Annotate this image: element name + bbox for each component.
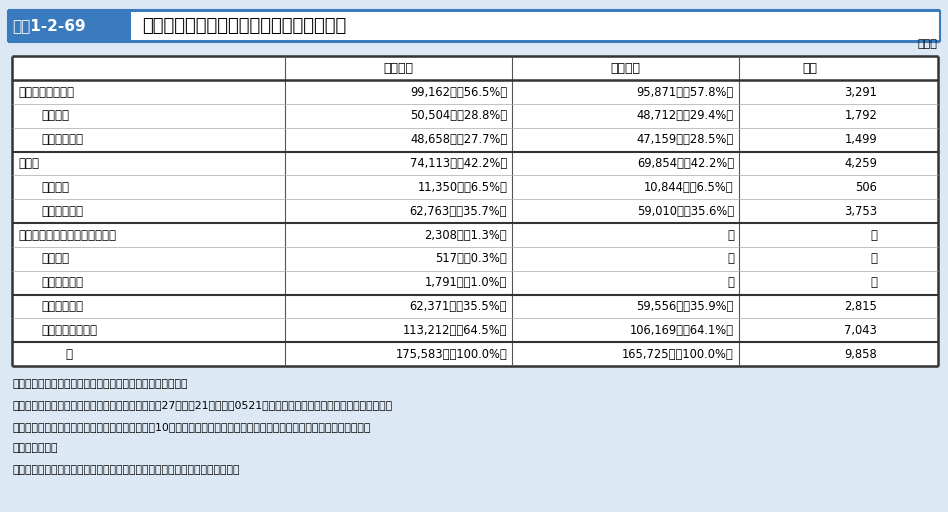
Text: 常勤職員以外: 常勤職員以外	[42, 276, 83, 289]
Text: 59,010　（35.6%）: 59,010 （35.6%）	[637, 205, 734, 218]
Text: 106,169　（64.1%）: 106,169 （64.1%）	[629, 324, 734, 337]
Text: 48,712　（29.4%）: 48,712 （29.4%）	[637, 110, 734, 122]
Text: 常勤職員: 常勤職員	[42, 252, 70, 265]
Text: 50,504　（28.8%）: 50,504 （28.8%）	[410, 110, 507, 122]
Text: 4,259: 4,259	[845, 157, 877, 170]
Text: 3,753: 3,753	[844, 205, 877, 218]
Text: 62,371　（35.5%）: 62,371 （35.5%）	[410, 300, 507, 313]
Text: （人）: （人）	[918, 38, 938, 49]
Text: 令和３年: 令和３年	[384, 62, 413, 75]
Text: 1,792: 1,792	[845, 110, 877, 122]
Text: 図表1-2-69: 図表1-2-69	[12, 18, 86, 34]
Text: 常勤職員　計: 常勤職員 計	[42, 300, 83, 313]
Text: 74,113　（42.2%）: 74,113 （42.2%）	[410, 157, 507, 170]
Text: －: －	[870, 252, 877, 265]
Text: －: －	[727, 252, 734, 265]
Text: 506: 506	[855, 181, 877, 194]
Text: －: －	[727, 276, 734, 289]
Text: 3,291: 3,291	[845, 86, 877, 99]
Text: 令和２年: 令和２年	[611, 62, 640, 75]
Text: 7,043: 7,043	[845, 324, 877, 337]
Text: 「放課後児童健全育成事業実施要綱」の別添10「放課後児童クラブ育成支援体制強化事業」を活用して雇用している: 「放課後児童健全育成事業実施要綱」の別添10「放課後児童クラブ育成支援体制強化事…	[12, 422, 371, 432]
Text: 常勤職員以外: 常勤職員以外	[42, 133, 83, 146]
Text: －: －	[870, 276, 877, 289]
Text: 99,162　（56.5%）: 99,162 （56.5%）	[410, 86, 507, 99]
Text: 常勤職員以外　計: 常勤職員以外 計	[42, 324, 98, 337]
Text: 175,583　（100.0%）: 175,583 （100.0%）	[395, 348, 507, 360]
Text: 1,791　（1.0%）: 1,791 （1.0%）	[425, 276, 507, 289]
Text: 9,858: 9,858	[845, 348, 877, 360]
Text: 517　（0.3%）: 517 （0.3%）	[435, 252, 507, 265]
Text: 者をいう。: 者をいう。	[12, 443, 58, 454]
Text: 放課後児童支援員: 放課後児童支援員	[18, 86, 74, 99]
Text: 計: 計	[65, 348, 72, 360]
Text: 11,350　（6.5%）: 11,350 （6.5%）	[417, 181, 507, 194]
Text: 165,725　（100.0%）: 165,725 （100.0%）	[622, 348, 734, 360]
Text: 育成支援の周辺業務を行う職員: 育成支援の周辺業務を行う職員	[18, 228, 116, 242]
Text: －: －	[870, 228, 877, 242]
Text: －: －	[727, 228, 734, 242]
Text: 113,212　（64.5%）: 113,212 （64.5%）	[403, 324, 507, 337]
Text: 雇用形態別放課後児童クラブ職員数の状況: 雇用形態別放課後児童クラブ職員数の状況	[142, 17, 346, 35]
Text: 10,844　（6.5%）: 10,844 （6.5%）	[645, 181, 734, 194]
Text: （　）内は各年の総数に対する割合である。数値はボランティアを含めない。: （ ）内は各年の総数に対する割合である。数値はボランティアを含めない。	[12, 465, 240, 475]
Text: 47,159　（28.5%）: 47,159 （28.5%）	[637, 133, 734, 146]
Text: 1,499: 1,499	[845, 133, 877, 146]
Text: 増減: 増減	[803, 62, 818, 75]
Text: 2,815: 2,815	[845, 300, 877, 313]
Text: 69,854　（42.2%）: 69,854 （42.2%）	[637, 157, 734, 170]
Text: 常勤職員以外: 常勤職員以外	[42, 205, 83, 218]
Text: 補助員: 補助員	[18, 157, 39, 170]
Text: 資料：厚生労働省子ども家庭局子育て支援課において作成。: 資料：厚生労働省子ども家庭局子育て支援課において作成。	[12, 379, 188, 389]
Text: 59,556　（35.9%）: 59,556 （35.9%）	[636, 300, 734, 313]
Text: 常勤職員: 常勤職員	[42, 110, 70, 122]
Text: 95,871　（57.8%）: 95,871 （57.8%）	[637, 86, 734, 99]
Text: （注）「育成支援の周辺業務を行う職員」は、平成27年５月21日雇児発0521第８号厚生労働省子ども家庭局長通知の別紙: （注）「育成支援の周辺業務を行う職員」は、平成27年５月21日雇児発0521第８…	[12, 400, 392, 411]
Text: 48,658　（27.7%）: 48,658 （27.7%）	[410, 133, 507, 146]
Text: 62,763　（35.7%）: 62,763 （35.7%）	[410, 205, 507, 218]
Text: 2,308　（1.3%）: 2,308 （1.3%）	[425, 228, 507, 242]
Text: 常勤職員: 常勤職員	[42, 181, 70, 194]
